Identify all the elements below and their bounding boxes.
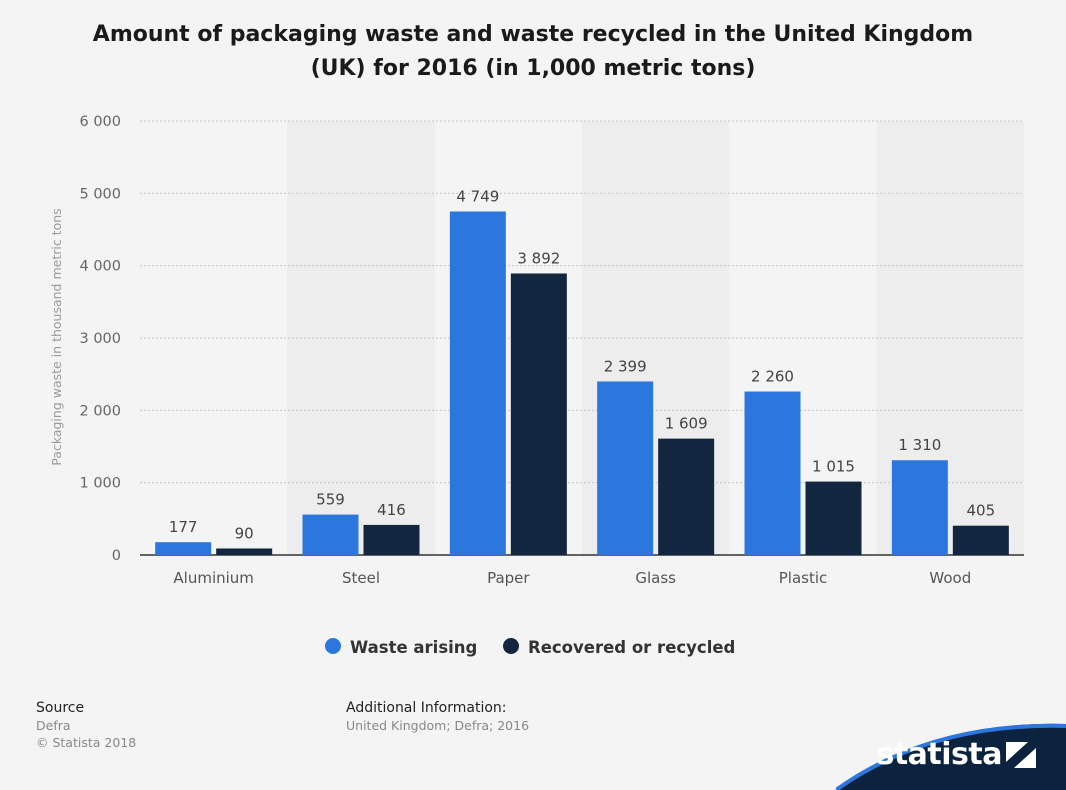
legend-marker — [325, 638, 341, 654]
bar-value-label: 416 — [377, 501, 406, 519]
brand-swoosh — [836, 723, 1066, 790]
source-heading: Source — [36, 700, 85, 716]
y-tick-label: 3 000 — [79, 331, 121, 347]
chart-title: Amount of packaging waste and waste recy… — [0, 18, 1066, 86]
x-category-label: Wood — [929, 569, 971, 587]
source-name: Defra — [36, 718, 71, 733]
y-tick-label: 1 000 — [79, 476, 121, 492]
bar-value-label: 2 399 — [604, 357, 647, 375]
bar-value-label: 405 — [967, 502, 996, 520]
bar-recovered-recycled — [510, 273, 567, 555]
x-category-label: Plastic — [779, 569, 828, 587]
bar-value-label: 559 — [316, 491, 345, 509]
bar-value-label: 4 749 — [456, 187, 499, 205]
x-category-label: Aluminium — [173, 569, 254, 587]
bar-recovered-recycled — [805, 481, 862, 555]
legend-item-label: Waste arising — [350, 638, 477, 657]
y-tick-label: 6 000 — [79, 114, 121, 130]
y-axis-label: Packaging waste in thousand metric tons — [49, 208, 64, 465]
bar-recovered-recycled — [216, 548, 273, 555]
bar-waste-arising — [891, 460, 948, 555]
copyright-text: © Statista 2018 — [36, 735, 137, 750]
brand-badge[interactable]: statista — [836, 720, 1066, 790]
bar-waste-arising — [597, 381, 654, 555]
x-category-label: Paper — [487, 569, 530, 587]
bar-waste-arising — [744, 391, 801, 555]
bar-value-label: 2 260 — [751, 368, 794, 386]
bar-waste-arising — [449, 211, 506, 555]
y-tick-label: 4 000 — [79, 259, 121, 275]
chart-title-line-1: Amount of packaging waste and waste recy… — [92, 22, 974, 47]
bar-recovered-recycled — [363, 524, 420, 555]
bar-value-label: 1 310 — [898, 436, 941, 454]
bar-recovered-recycled — [658, 438, 715, 555]
bar-value-label: 177 — [169, 518, 198, 536]
bar-waste-arising — [155, 542, 212, 555]
bar-recovered-recycled — [952, 525, 1009, 555]
y-tick-label: 5 000 — [79, 186, 121, 202]
bars — [155, 211, 1009, 555]
x-category-label: Glass — [635, 569, 676, 587]
brand-name: statista — [876, 737, 1002, 772]
additional-info-text: United Kingdom; Defra; 2016 — [346, 718, 530, 733]
legend-item-label: Recovered or recycled — [528, 638, 735, 657]
bar-value-label: 1 609 — [665, 415, 708, 433]
chart-title-line-2: (UK) for 2016 (in 1,000 metric tons) — [310, 56, 756, 81]
bar-value-label: 90 — [235, 524, 254, 542]
y-tick-label: 2 000 — [79, 403, 121, 419]
y-tick-label: 0 — [112, 548, 121, 564]
legend[interactable]: Waste arising Recovered or recycled — [325, 638, 735, 657]
bar-value-label: 3 892 — [517, 249, 560, 267]
additional-info-heading: Additional Information: — [346, 700, 507, 716]
labels: 0 1 000 2 000 3 000 4 000 5 000 6 000 177 90 Alum… — [79, 114, 995, 587]
statista-logo-icon — [1006, 742, 1036, 768]
bar-value-label: 1 015 — [812, 458, 855, 476]
bar-waste-arising — [302, 514, 359, 555]
gridlines — [140, 120, 1024, 556]
x-category-label: Steel — [342, 569, 380, 587]
legend-marker — [503, 638, 519, 654]
